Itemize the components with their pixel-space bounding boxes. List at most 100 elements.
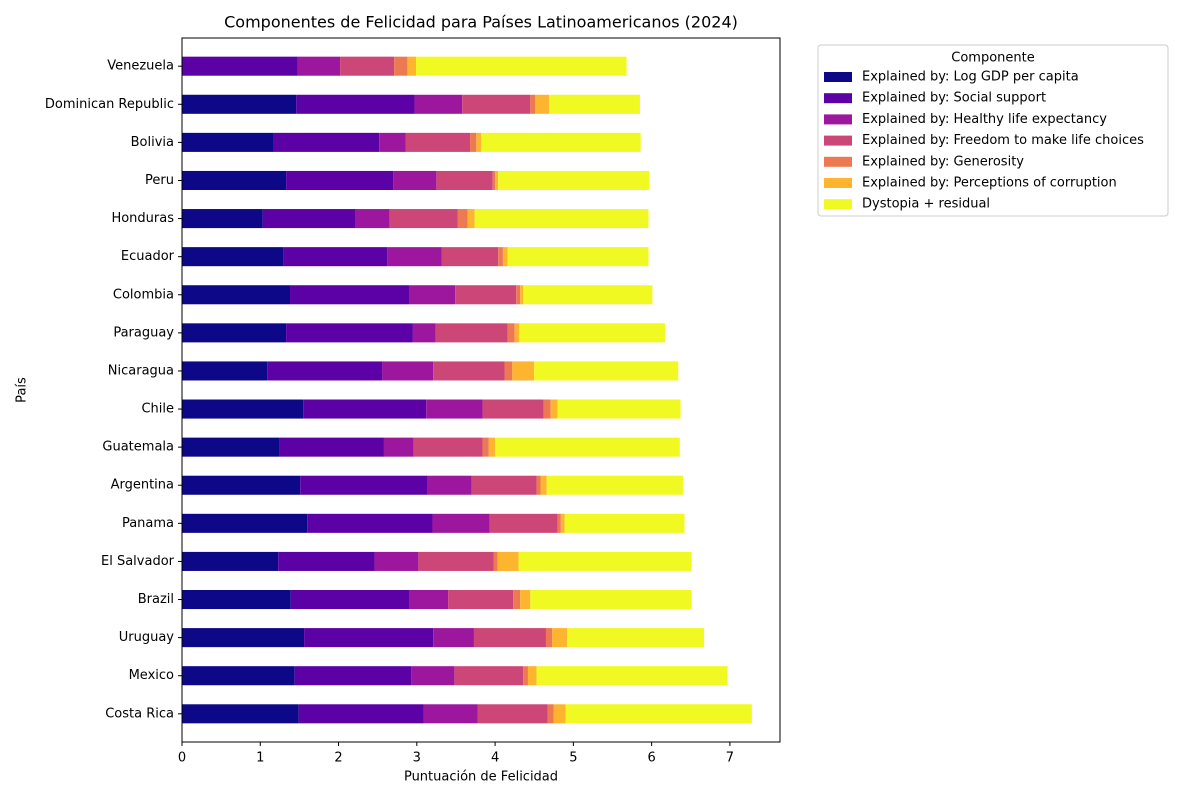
bar-segment <box>387 247 442 267</box>
bar-segment <box>182 132 274 152</box>
bar-segment <box>182 704 299 724</box>
bar-segment <box>273 132 380 152</box>
bar-segment <box>279 437 384 457</box>
bar-segment <box>474 209 649 229</box>
legend-label: Explained by: Perceptions of corruption <box>862 176 1117 191</box>
legend-label: Explained by: Healthy life expectancy <box>862 112 1107 127</box>
bar-segment <box>552 628 568 648</box>
bar-segment <box>298 704 424 724</box>
bar-segment <box>182 475 301 495</box>
bar-segment <box>278 551 375 571</box>
bar-segment <box>547 704 554 724</box>
y-tick-label: Dominican Republic <box>45 97 174 112</box>
bar-segment <box>297 56 341 76</box>
bar-segment <box>393 170 437 190</box>
bar-segment <box>182 590 291 610</box>
bar-segment <box>182 209 263 229</box>
legend-swatch <box>824 156 852 167</box>
legend-label: Explained by: Freedom to make life choic… <box>862 133 1144 148</box>
bar-segment <box>412 323 436 343</box>
legend-swatch <box>824 135 852 146</box>
x-tick-label: 7 <box>726 751 734 766</box>
bar-segment <box>530 590 692 610</box>
bar-segment <box>507 323 515 343</box>
bar-segment <box>504 361 513 381</box>
bar-segment <box>482 437 489 457</box>
bar-segment <box>495 437 680 457</box>
axes-frame <box>181 37 781 743</box>
bar-segment <box>507 247 649 267</box>
x-tick-label: 4 <box>491 751 499 766</box>
legend-label: Explained by: Generosity <box>862 154 1024 169</box>
bar-segment <box>477 704 548 724</box>
bar-segment <box>560 513 565 533</box>
bar-segment <box>414 94 463 114</box>
bar-segment <box>534 361 679 381</box>
bar-segment <box>564 513 685 533</box>
legend-label: Dystopia + residual <box>862 197 990 212</box>
bar-segment <box>286 323 413 343</box>
bar-segment <box>283 247 388 267</box>
bar-segment <box>457 209 468 229</box>
bar-segment <box>182 285 291 305</box>
bar-segment <box>182 323 287 343</box>
y-tick-label: Colombia <box>113 287 174 302</box>
bar-segment <box>481 132 641 152</box>
bar-segment <box>543 399 551 419</box>
bar-segment <box>383 437 414 457</box>
bar-segment <box>182 628 305 648</box>
legend-swatch <box>824 114 852 125</box>
bar-segment <box>497 551 519 571</box>
y-tick-label: Paraguay <box>113 325 174 340</box>
bar-segment <box>307 513 433 533</box>
bar-segment <box>495 170 499 190</box>
bar-segment <box>518 551 692 571</box>
bar-segment <box>290 590 410 610</box>
legend-swatch <box>824 93 852 104</box>
bar-segment <box>182 551 279 571</box>
bar-segment <box>462 94 531 114</box>
y-tick-label: Venezuela <box>107 59 174 74</box>
bar-segment <box>433 628 474 648</box>
bar-segment <box>340 56 395 76</box>
chart-title: Componentes de Felicidad para Países Lat… <box>224 13 738 32</box>
bar-segment <box>303 399 427 419</box>
bar-segment <box>416 56 627 76</box>
bar-segment <box>296 94 415 114</box>
bar-segment <box>413 437 483 457</box>
bar-segment <box>267 361 383 381</box>
bar-segment <box>492 170 496 190</box>
bar-segment <box>455 285 517 305</box>
bar-segment <box>454 666 524 686</box>
bar-segment <box>418 551 494 571</box>
bar-segment <box>482 399 544 419</box>
bar-segment <box>433 361 505 381</box>
y-tick-label: Nicaragua <box>108 363 174 378</box>
bar-segment <box>535 94 550 114</box>
plot-area <box>182 56 752 724</box>
legend: Componente Explained by: Log GDP per cap… <box>817 44 1169 217</box>
y-tick-label: Bolivia <box>131 135 174 150</box>
y-tick-label: Chile <box>141 402 174 417</box>
bar-segment <box>407 56 417 76</box>
bar-segment <box>441 247 499 267</box>
bar-segment <box>182 399 304 419</box>
bar-segment <box>523 285 653 305</box>
y-tick-label: Argentina <box>111 478 174 493</box>
bar-segment <box>473 628 546 648</box>
bar-segment <box>436 170 493 190</box>
y-tick-label: Uruguay <box>119 630 175 645</box>
bar-segment <box>182 437 280 457</box>
bar-segment <box>411 666 455 686</box>
x-tick-label: 6 <box>647 751 655 766</box>
bar-segment <box>557 513 561 533</box>
bar-segment <box>182 666 295 686</box>
bar-segment <box>514 323 520 343</box>
bar-segment <box>182 513 308 533</box>
bar-segment <box>502 247 508 267</box>
bar-segment <box>546 475 683 495</box>
y-tick-label: Guatemala <box>102 440 174 455</box>
bar-segment <box>553 704 566 724</box>
bar-segment <box>545 628 553 648</box>
